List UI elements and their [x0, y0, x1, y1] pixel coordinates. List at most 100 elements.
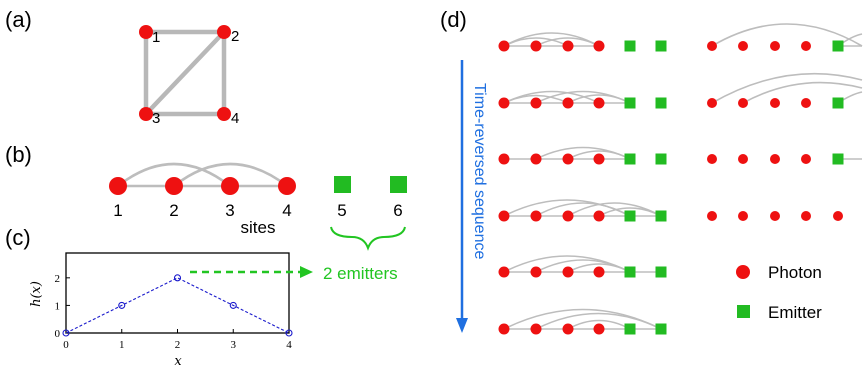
panel-c-label: (c): [5, 225, 31, 250]
site-number-5: 5: [337, 201, 346, 220]
plot-frame: [65, 252, 290, 334]
node-3-label: 3: [152, 110, 160, 127]
row-arc: [567, 319, 631, 330]
photon-node: [801, 98, 811, 108]
emitter-site-5: [334, 176, 351, 193]
photon-node: [707, 41, 717, 51]
photon-node: [498, 40, 510, 52]
photon-node: [833, 211, 843, 221]
photon-node: [593, 266, 605, 278]
photon-node: [530, 40, 542, 52]
photon-node: [593, 97, 605, 109]
sites-chain-b: 1 2 3 4 5 6 sites: [109, 162, 407, 251]
row-arc: [711, 23, 863, 47]
time-reversed-label: Time-reversed sequence: [471, 83, 488, 259]
emitters-count-label: 2 emitters: [323, 264, 398, 283]
emitter-node: [655, 323, 667, 335]
photon-node: [562, 153, 574, 165]
arc-1-3: [117, 162, 231, 188]
emitter-node: [655, 40, 667, 52]
emitter-node: [624, 40, 636, 52]
y-tick-label: 0: [55, 328, 61, 340]
panel-a-label: (a): [5, 7, 32, 32]
row-arc: [567, 94, 631, 104]
emitter-legend-label: Emitter: [768, 303, 822, 322]
row-arc: [742, 81, 863, 104]
panel-b-label: (b): [5, 142, 32, 167]
photon-node: [498, 97, 510, 109]
x-tick-label: 3: [231, 339, 237, 351]
photon-node: [801, 154, 811, 164]
y-tick-label: 1: [55, 300, 61, 312]
data-point: [118, 301, 126, 309]
emitter-site-6: [390, 176, 407, 193]
row-arc: [567, 263, 631, 273]
site-number-2: 2: [169, 201, 178, 220]
node-1: [139, 25, 153, 39]
time-arrow-head: [456, 318, 468, 333]
row-arc: [535, 312, 662, 330]
sequence-row-l4: [503, 199, 662, 217]
photon-node: [801, 41, 811, 51]
site-number-3: 3: [225, 201, 234, 220]
photon-node: [530, 97, 542, 109]
x-axis-label: x: [174, 354, 182, 369]
photon-node: [593, 153, 605, 165]
emitters-arrow-head: [300, 266, 313, 278]
row-arc: [598, 207, 662, 217]
photon-node: [738, 211, 748, 221]
row-arc: [535, 37, 600, 47]
y-axis-label: h(x): [29, 281, 44, 307]
plot-marks: 0 1 2 3 4 0 1 2: [55, 273, 293, 351]
emitter-node: [624, 323, 636, 335]
data-point: [229, 301, 237, 309]
photon-node: [801, 211, 811, 221]
emitter-node: [832, 153, 844, 165]
emitter-node: [624, 266, 636, 278]
emitter-legend-icon: [737, 305, 750, 318]
photon-node: [738, 98, 748, 108]
photon-legend-label: Photon: [768, 263, 822, 282]
sequence-row-l1: [503, 32, 600, 47]
photon-node: [770, 41, 780, 51]
photon-node: [770, 98, 780, 108]
photon-node: [593, 210, 605, 222]
x-tick-label: 0: [63, 339, 69, 351]
x-tick-label: 1: [119, 339, 125, 351]
emitter-node: [832, 97, 844, 109]
x-tick-label: 2: [175, 339, 181, 351]
data-point: [173, 274, 182, 282]
photon-node: [738, 154, 748, 164]
photon-node: [707, 98, 717, 108]
photon-node: [498, 323, 510, 335]
emitter-node: [624, 153, 636, 165]
row-arc: [567, 150, 631, 160]
emitter-node: [655, 266, 667, 278]
site-number-6: 6: [393, 201, 402, 220]
photon-node: [498, 266, 510, 278]
photon-node: [738, 41, 748, 51]
photon-site-2: [165, 177, 183, 195]
photon-node: [707, 154, 717, 164]
emitter-node: [655, 97, 667, 109]
photon-site-3: [221, 177, 239, 195]
photon-node: [770, 211, 780, 221]
site-number-4: 4: [282, 201, 291, 220]
photon-node: [562, 323, 574, 335]
emitter-node: [832, 40, 844, 52]
x-tick-label: 4: [286, 339, 292, 351]
graph-a: 1 2 3 4: [139, 25, 239, 127]
panel-d-label: (d): [440, 7, 467, 32]
sites-word: sites: [241, 218, 276, 237]
data-point: [285, 329, 293, 337]
emitter-brace: [330, 226, 406, 251]
series-line: [65, 277, 290, 334]
sequence-rows: [503, 23, 863, 330]
photon-node: [562, 40, 574, 52]
photon-node: [530, 323, 542, 335]
node-2: [217, 25, 231, 39]
site-number-1: 1: [113, 201, 122, 220]
sequence-nodes: [498, 40, 844, 335]
sequence-row-l6: [503, 308, 662, 330]
